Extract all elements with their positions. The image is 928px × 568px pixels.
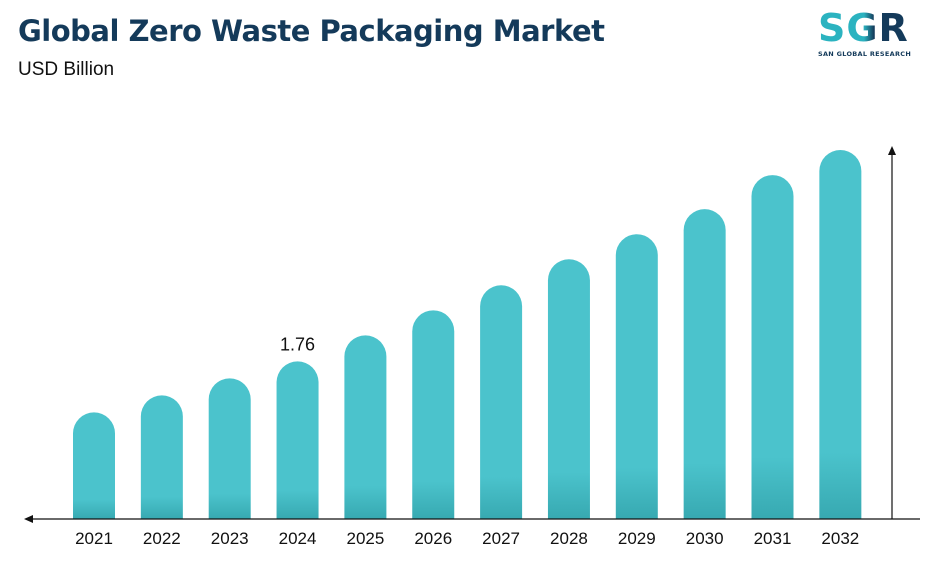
x-tick-label: 2021 bbox=[75, 529, 113, 548]
x-tick-label: 2028 bbox=[550, 529, 588, 548]
bar-2023 bbox=[208, 378, 251, 519]
bar-2026 bbox=[412, 310, 455, 519]
bar-2021 bbox=[73, 412, 115, 519]
bar-2024 bbox=[276, 361, 319, 519]
chart-subtitle: USD Billion bbox=[18, 59, 115, 80]
bar-2027 bbox=[480, 285, 523, 519]
x-tick-label: 2023 bbox=[211, 529, 249, 548]
y-axis-arrow bbox=[888, 146, 896, 155]
x-tick-label: 2029 bbox=[618, 529, 656, 548]
x-tick-label: 2026 bbox=[414, 529, 452, 548]
bar-2032 bbox=[819, 150, 862, 520]
bar-2025 bbox=[344, 335, 387, 519]
sgr-logo: SGR SAN GLOBAL RESEARCH bbox=[818, 6, 920, 62]
data-label-2024: 1.76 bbox=[280, 334, 315, 354]
x-tick-label: 2022 bbox=[143, 529, 181, 548]
chart-title: Global Zero Waste Packaging Market bbox=[18, 14, 605, 48]
logo-tagline: SAN GLOBAL RESEARCH bbox=[818, 50, 912, 58]
x-tick-label: 2024 bbox=[279, 529, 317, 548]
bar-2029 bbox=[615, 234, 658, 519]
bar-2022 bbox=[140, 395, 183, 519]
logo-letters: SGR bbox=[818, 6, 920, 50]
x-tick-label: 2030 bbox=[686, 529, 724, 548]
x-tick-label: 2027 bbox=[482, 529, 520, 548]
bar-2028 bbox=[547, 259, 590, 519]
bar-2030 bbox=[683, 209, 726, 520]
x-tick-label: 2025 bbox=[346, 529, 384, 548]
bar-2031 bbox=[751, 175, 794, 519]
x-axis-arrow bbox=[24, 515, 33, 523]
x-tick-label: 2032 bbox=[821, 529, 859, 548]
x-tick-label: 2031 bbox=[754, 529, 792, 548]
